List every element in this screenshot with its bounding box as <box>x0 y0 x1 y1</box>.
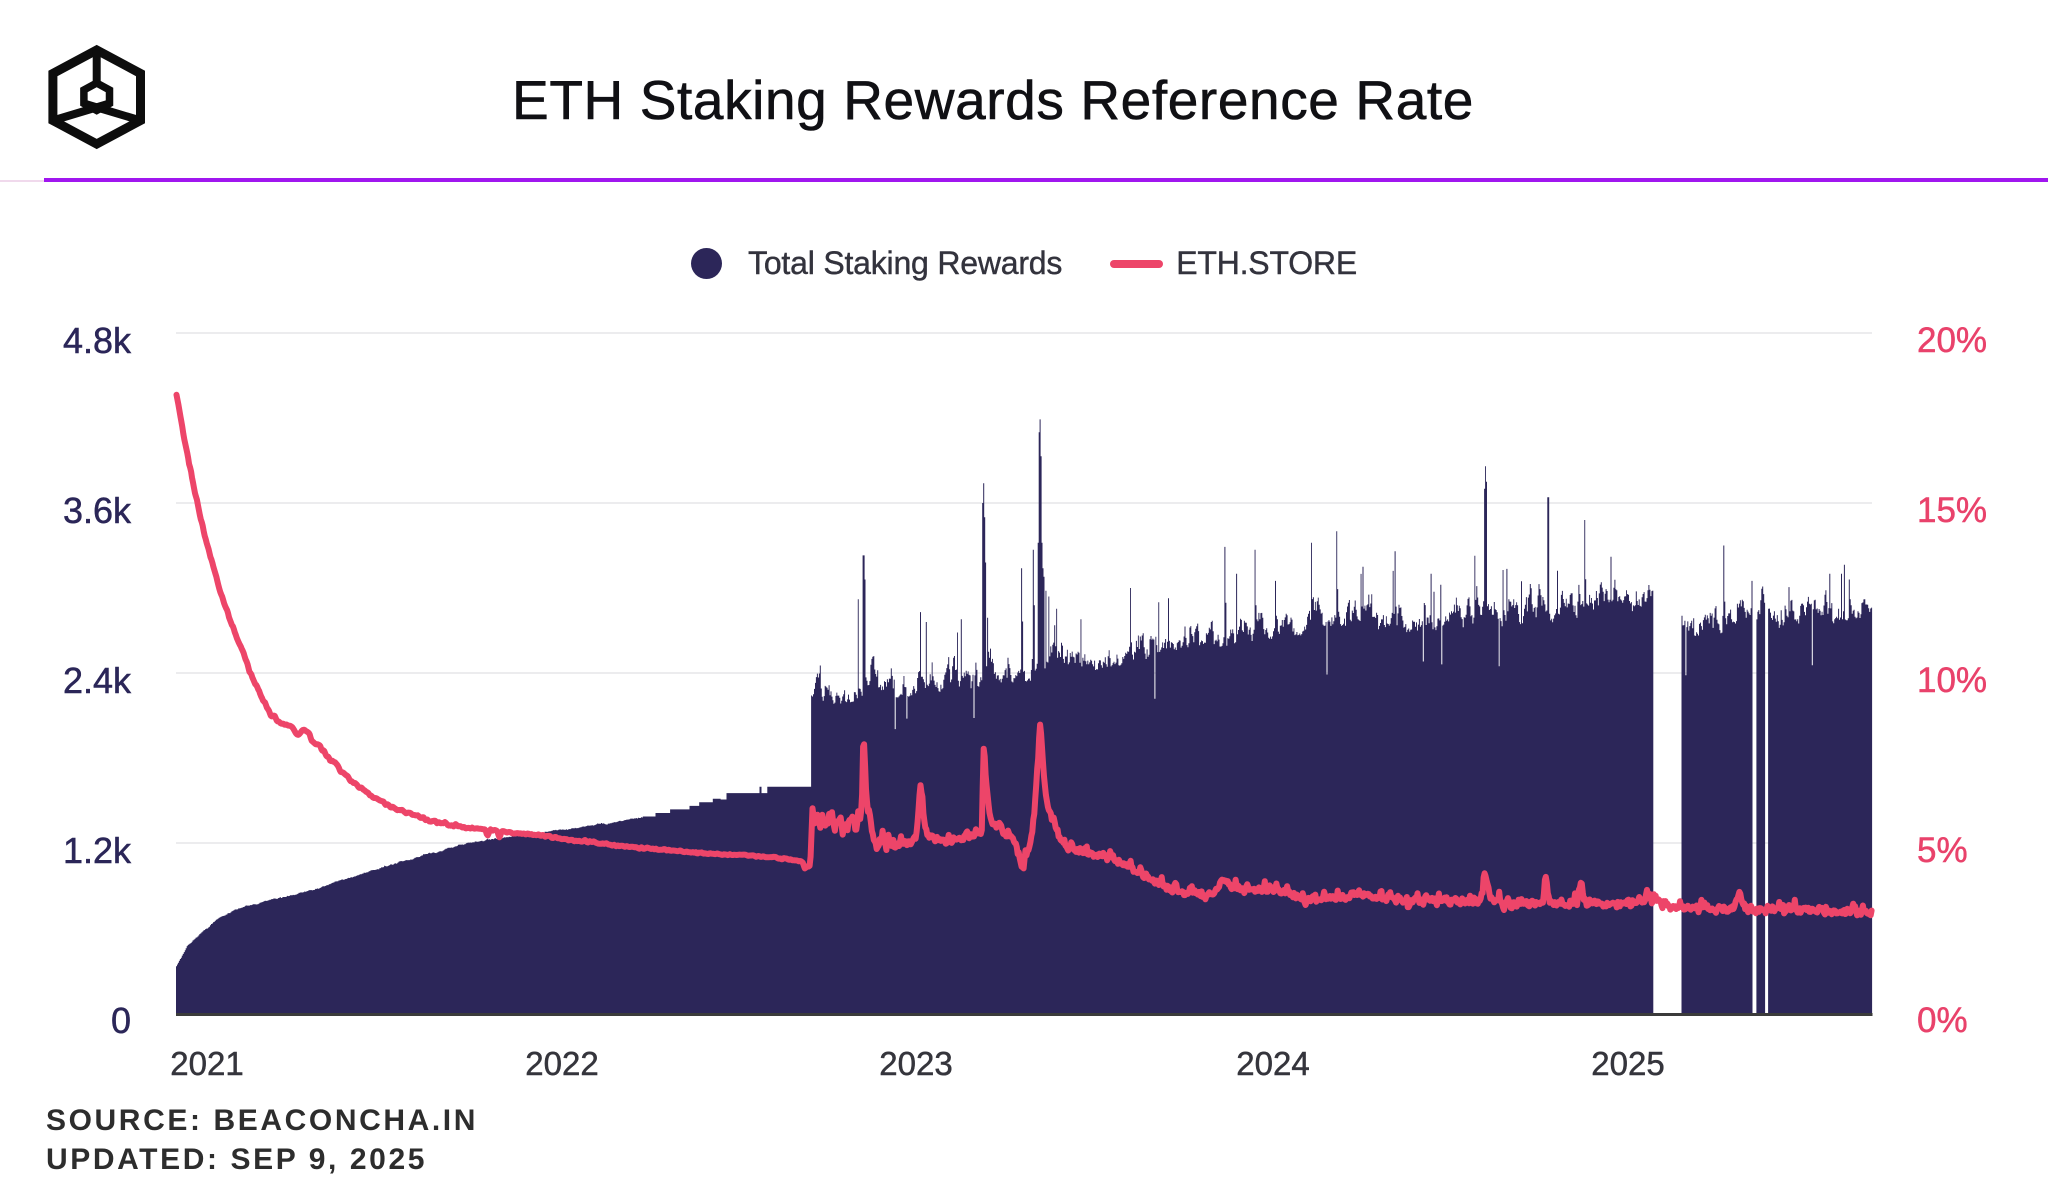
svg-text:2025: 2025 <box>1591 1045 1664 1082</box>
svg-text:2022: 2022 <box>525 1045 598 1082</box>
svg-text:2024: 2024 <box>1236 1045 1309 1082</box>
svg-text:10%: 10% <box>1917 661 1987 700</box>
svg-text:3.6k: 3.6k <box>63 490 132 531</box>
svg-text:0%: 0% <box>1917 1001 1968 1040</box>
svg-text:2023: 2023 <box>879 1045 952 1082</box>
svg-text:15%: 15% <box>1917 491 1987 530</box>
svg-text:5%: 5% <box>1917 831 1968 870</box>
svg-text:2021: 2021 <box>170 1045 243 1082</box>
svg-text:20%: 20% <box>1917 321 1987 360</box>
svg-text:1.2k: 1.2k <box>63 830 132 871</box>
svg-text:2.4k: 2.4k <box>63 660 132 701</box>
svg-text:0: 0 <box>111 1000 131 1041</box>
svg-text:4.8k: 4.8k <box>63 320 132 361</box>
